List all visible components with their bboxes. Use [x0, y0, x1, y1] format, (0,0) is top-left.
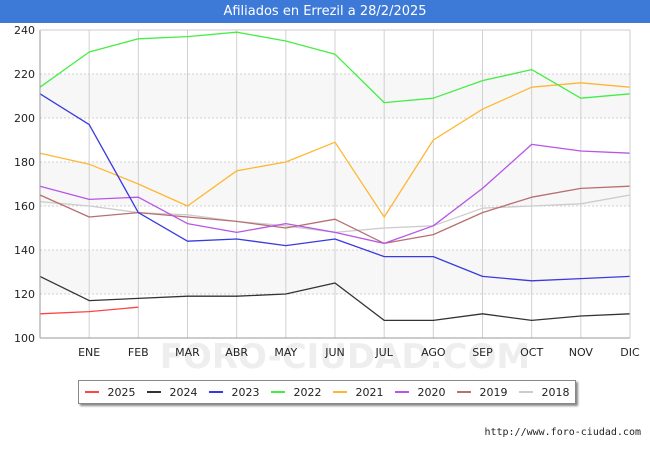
x-tick-label: MAY — [274, 346, 297, 359]
legend-item-2021: 2021 — [332, 385, 384, 399]
chart-title: Afiliados en Errezil a 28/2/2025 — [0, 0, 650, 23]
legend-label: 2025 — [107, 385, 136, 399]
x-tick-label: NOV — [569, 346, 594, 359]
series-line-2022 — [39, 31, 631, 104]
series-line-2023 — [39, 93, 631, 282]
legend-label: 2020 — [417, 385, 446, 399]
x-tick-label: DIC — [620, 346, 640, 359]
x-tick-label: ABR — [225, 346, 248, 359]
legend-item-2022: 2022 — [270, 385, 322, 399]
y-tick-label: 120 — [14, 288, 35, 301]
vertical-gridlines — [88, 30, 631, 338]
legend-swatch — [208, 391, 223, 393]
legend-swatch — [146, 391, 161, 393]
legend-item-2019: 2019 — [456, 385, 508, 399]
watermark: FORO-CIUDAD.COM — [160, 337, 531, 377]
legend-swatch — [332, 391, 347, 393]
legend-item-2018: 2018 — [518, 385, 570, 399]
legend: 2025 2024 2023 2022 2021 2020 2019 2018 — [78, 380, 576, 404]
x-tick-labels: ENE FEB MAR ABR MAY JUN JUL AGO SEP OCT NOV DIC — [78, 346, 640, 359]
series-lines — [39, 31, 631, 322]
y-tick-label: 140 — [14, 244, 35, 257]
x-tick-label: AGO — [421, 346, 446, 359]
legend-swatch — [394, 391, 409, 393]
legend-swatch — [270, 391, 285, 393]
x-tick-label: FEB — [128, 346, 149, 359]
y-tick-label: 100 — [14, 332, 35, 345]
legend-item-2023: 2023 — [208, 385, 260, 399]
legend-item-2025: 2025 — [84, 385, 136, 399]
y-tick-label: 200 — [14, 112, 35, 125]
x-tick-label: ENE — [78, 346, 100, 359]
y-tick-labels: 100 120 140 160 180 200 220 240 — [14, 24, 35, 345]
series-line-2020 — [39, 143, 631, 245]
legend-item-2020: 2020 — [394, 385, 446, 399]
x-tick-label: OCT — [520, 346, 543, 359]
legend-swatch — [518, 391, 533, 393]
legend-label: 2024 — [169, 385, 198, 399]
source-credit: http://www.foro-ciudad.com — [484, 427, 641, 438]
y-tick-label: 240 — [14, 24, 35, 37]
legend-swatch — [456, 391, 471, 393]
series-line-2025 — [39, 306, 139, 315]
series-line-2021 — [39, 82, 631, 218]
x-tick-label: JUL — [374, 346, 393, 359]
x-tick-label: JUN — [324, 346, 345, 359]
legend-label: 2021 — [355, 385, 384, 399]
x-tick-label: MAR — [175, 346, 200, 359]
axes — [39, 29, 631, 339]
series-line-2024 — [39, 275, 631, 322]
legend-label: 2018 — [541, 385, 570, 399]
legend-label: 2019 — [479, 385, 508, 399]
x-tick-label: SEP — [472, 346, 493, 359]
y-tick-label: 220 — [14, 68, 35, 81]
legend-swatch — [84, 391, 99, 393]
legend-label: 2023 — [231, 385, 260, 399]
y-tick-label: 180 — [14, 156, 35, 169]
legend-label: 2022 — [293, 385, 322, 399]
legend-item-2024: 2024 — [146, 385, 198, 399]
y-tick-label: 160 — [14, 200, 35, 213]
